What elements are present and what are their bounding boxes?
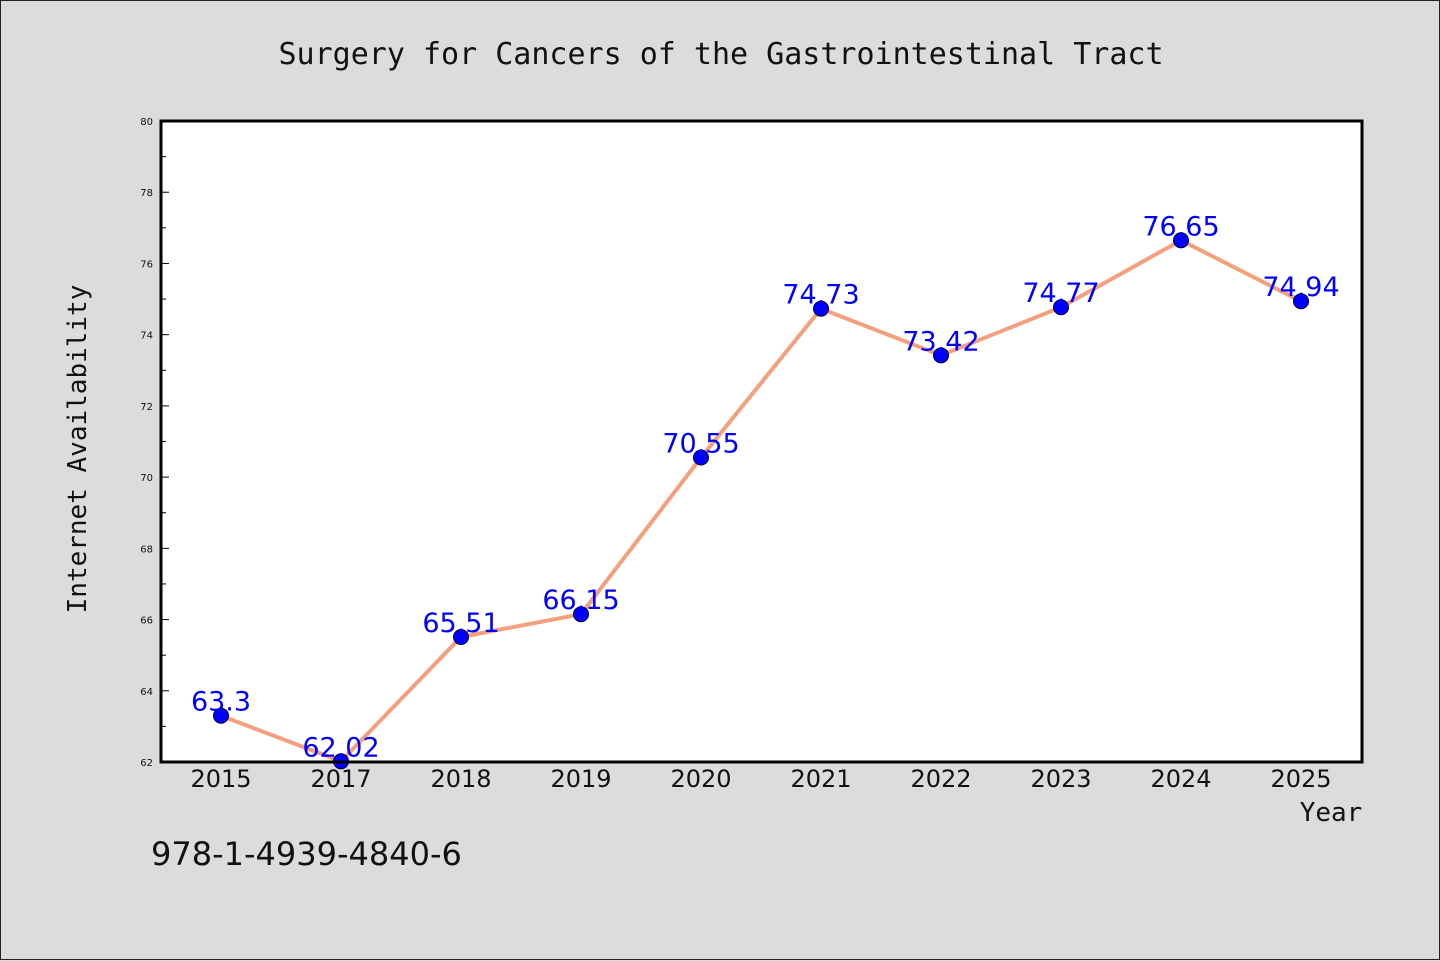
plot-area <box>161 121 1362 762</box>
data-label: 63.3 <box>191 687 251 718</box>
y-tick-label: 74 <box>140 331 153 342</box>
x-tick-label: 2017 <box>310 765 371 793</box>
y-tick-label: 70 <box>140 473 153 484</box>
data-point <box>693 449 709 466</box>
data-label: 74.77 <box>1022 278 1099 309</box>
plot-frame <box>159 119 1364 764</box>
data-label: 62.02 <box>302 732 379 763</box>
data-point <box>213 707 229 724</box>
x-axis-tick-labels: 2015 2017 2018 2019 2020 2021 2022 2023 2024 2025 <box>190 765 1331 793</box>
x-tick-label: 2018 <box>430 765 491 793</box>
y-tick-label: 62 <box>140 758 153 769</box>
x-tick-label: 2022 <box>910 765 971 793</box>
data-labels: 63.3 62.02 65.51 66.15 70.55 74.73 73.42 74.77 7… <box>191 211 1340 763</box>
data-point <box>813 300 829 317</box>
y-tick-label: 64 <box>140 687 153 698</box>
data-point <box>933 347 949 364</box>
data-point <box>1173 232 1189 249</box>
series-line <box>220 238 1302 764</box>
data-label: 70.55 <box>662 429 739 460</box>
y-tick-label: 66 <box>140 616 153 627</box>
data-label: 66.15 <box>542 585 619 616</box>
x-tick-label: 2015 <box>190 765 251 793</box>
x-tick-label: 2019 <box>550 765 611 793</box>
x-tick-label: 2021 <box>790 765 851 793</box>
y-axis-label: Internet Availability <box>63 285 93 614</box>
data-point <box>453 629 469 646</box>
chart-title: Surgery for Cancers of the Gastrointesti… <box>278 37 1163 72</box>
data-point <box>1053 299 1069 316</box>
x-tick-label: 2025 <box>1270 765 1331 793</box>
x-tick-label: 2024 <box>1150 765 1211 793</box>
data-point <box>1293 293 1309 310</box>
data-label: 73.42 <box>902 326 979 357</box>
series-line-group <box>220 238 1302 764</box>
data-markers <box>213 232 1309 770</box>
data-point <box>573 606 589 623</box>
y-tick-label: 76 <box>140 259 153 270</box>
data-label: 65.51 <box>422 608 499 639</box>
data-label: 74.73 <box>782 280 859 311</box>
y-tick-label: 68 <box>140 544 153 555</box>
y-tick-label: 80 <box>140 117 153 128</box>
data-label: 74.94 <box>1262 272 1339 303</box>
footer-isbn: 978-1-4939-4840-6 <box>151 835 462 873</box>
x-tick-label: 2023 <box>1030 765 1091 793</box>
y-tick-label: 72 <box>140 402 153 413</box>
y-tick-label: 78 <box>140 188 153 199</box>
x-axis-label: Year <box>1300 798 1363 828</box>
data-label: 76.65 <box>1142 211 1219 242</box>
x-tick-label: 2020 <box>670 765 731 793</box>
